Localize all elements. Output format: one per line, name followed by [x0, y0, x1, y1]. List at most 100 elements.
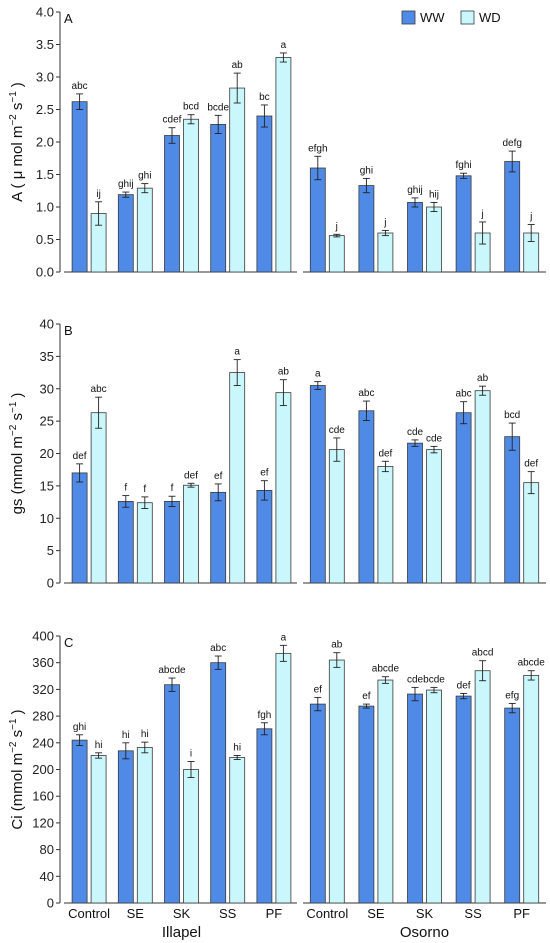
bar-ww: [256, 115, 273, 273]
y-tick-label: 2.5: [36, 102, 54, 117]
significance-label: abc: [456, 389, 472, 400]
x-category-label: Control: [68, 906, 110, 921]
bar-ww: [117, 750, 134, 904]
bar-ww: [164, 135, 180, 273]
bar-ww: [71, 472, 88, 584]
bar-wd: [183, 118, 199, 273]
bar-ww: [164, 684, 180, 904]
y-axis-label-part: −2: [8, 424, 19, 436]
y-tick-label: 1.0: [36, 200, 54, 215]
x-group-label: Osorno: [400, 924, 449, 941]
legend-swatch-ww: [401, 10, 416, 25]
significance-label: ghi: [73, 722, 86, 733]
significance-label: j: [480, 209, 483, 220]
significance-label: hi: [233, 742, 241, 753]
bar-wd: [229, 87, 246, 273]
y-tick-label: 400: [32, 629, 54, 644]
bar-wd: [426, 206, 442, 273]
significance-label: ab: [232, 60, 244, 71]
y-axis-label-part: −2: [8, 741, 19, 753]
significance-label: bcd: [504, 410, 520, 421]
y-axis-label-part: −1: [8, 401, 19, 413]
y-tick-label: 40: [40, 869, 54, 884]
bar-ww: [164, 501, 180, 584]
significance-label: f: [124, 483, 127, 494]
significance-label: abc: [210, 643, 226, 654]
bar-wd: [136, 187, 153, 273]
bar-wd: [523, 482, 540, 584]
legend-label: WD: [479, 10, 501, 25]
significance-label: ij: [96, 189, 100, 200]
y-tick-label: 20: [40, 446, 54, 461]
significance-label: ghi: [138, 171, 151, 182]
bar-wd: [426, 449, 442, 584]
y-axis-label-part: Ci (mmol m: [9, 753, 26, 830]
significance-label: ghij: [407, 185, 423, 196]
bar-ww: [407, 693, 423, 904]
bar-ww: [309, 167, 326, 273]
significance-label: efg: [505, 690, 519, 701]
y-tick-label: 0: [47, 896, 54, 911]
bar-wd: [275, 57, 292, 273]
significance-label: efgh: [308, 143, 327, 154]
bar-wd: [136, 747, 153, 904]
x-category-label: SE: [127, 906, 145, 921]
bar-wd: [90, 412, 107, 584]
bar-wd: [474, 670, 491, 904]
y-axis-label-part: A ( μ mol m: [9, 126, 26, 202]
y-tick-label: 200: [32, 762, 54, 777]
bar-ww: [407, 442, 423, 584]
bar-ww: [504, 161, 521, 273]
bar-wd: [183, 769, 199, 904]
y-axis-label-part: s: [9, 103, 26, 115]
panel-letter: A: [64, 11, 73, 26]
bar-ww: [504, 436, 521, 584]
panel-letter: B: [64, 323, 73, 338]
significance-label: cde: [407, 427, 424, 438]
bar-wd: [328, 235, 345, 273]
significance-label: ef: [314, 684, 323, 695]
significance-label: fgh: [257, 710, 271, 721]
significance-label: cde: [426, 433, 443, 444]
bar-wd: [275, 392, 292, 584]
significance-label: ef: [260, 468, 269, 479]
bar-ww: [358, 705, 375, 904]
bar-wd: [474, 390, 491, 584]
significance-label: j: [529, 212, 532, 223]
bar-wd: [523, 674, 540, 904]
y-tick-label: 40: [40, 317, 54, 332]
significance-label: abcde: [518, 658, 546, 669]
y-tick-label: 1.5: [36, 167, 54, 182]
bar-wd: [229, 757, 246, 904]
bar-ww: [309, 703, 326, 904]
y-tick-label: 320: [32, 682, 54, 697]
bar-wd: [328, 659, 345, 904]
y-axis-label-part: ): [9, 82, 26, 87]
y-tick-label: 15: [40, 478, 54, 493]
y-axis-label-part: −1: [8, 91, 19, 103]
y-tick-label: 25: [40, 414, 54, 429]
significance-label: def: [184, 470, 198, 481]
y-axis-label-part: ): [9, 393, 26, 398]
significance-label: abcde: [158, 665, 186, 676]
significance-label: ghij: [118, 179, 134, 190]
significance-label: bcde: [207, 102, 229, 113]
significance-label: abc: [91, 384, 107, 395]
bar-ww: [455, 695, 472, 904]
significance-label: a: [281, 40, 287, 51]
significance-label: hij: [429, 189, 439, 200]
y-tick-label: 160: [32, 789, 54, 804]
y-tick-label: 30: [40, 381, 54, 396]
bar-ww: [71, 739, 88, 904]
bar-ww: [455, 175, 472, 273]
y-tick-label: 3.5: [36, 37, 54, 52]
significance-label: ef: [362, 691, 371, 702]
y-tick-label: 35: [40, 349, 54, 364]
x-category-label: SK: [173, 906, 191, 921]
significance-label: j: [383, 217, 386, 228]
significance-label: abc: [72, 81, 88, 92]
y-axis-label: Ci (mmol m−2 s−1): [8, 709, 26, 829]
x-category-label: SS: [219, 906, 237, 921]
significance-label: a: [315, 369, 321, 380]
y-tick-label: 80: [40, 842, 54, 857]
